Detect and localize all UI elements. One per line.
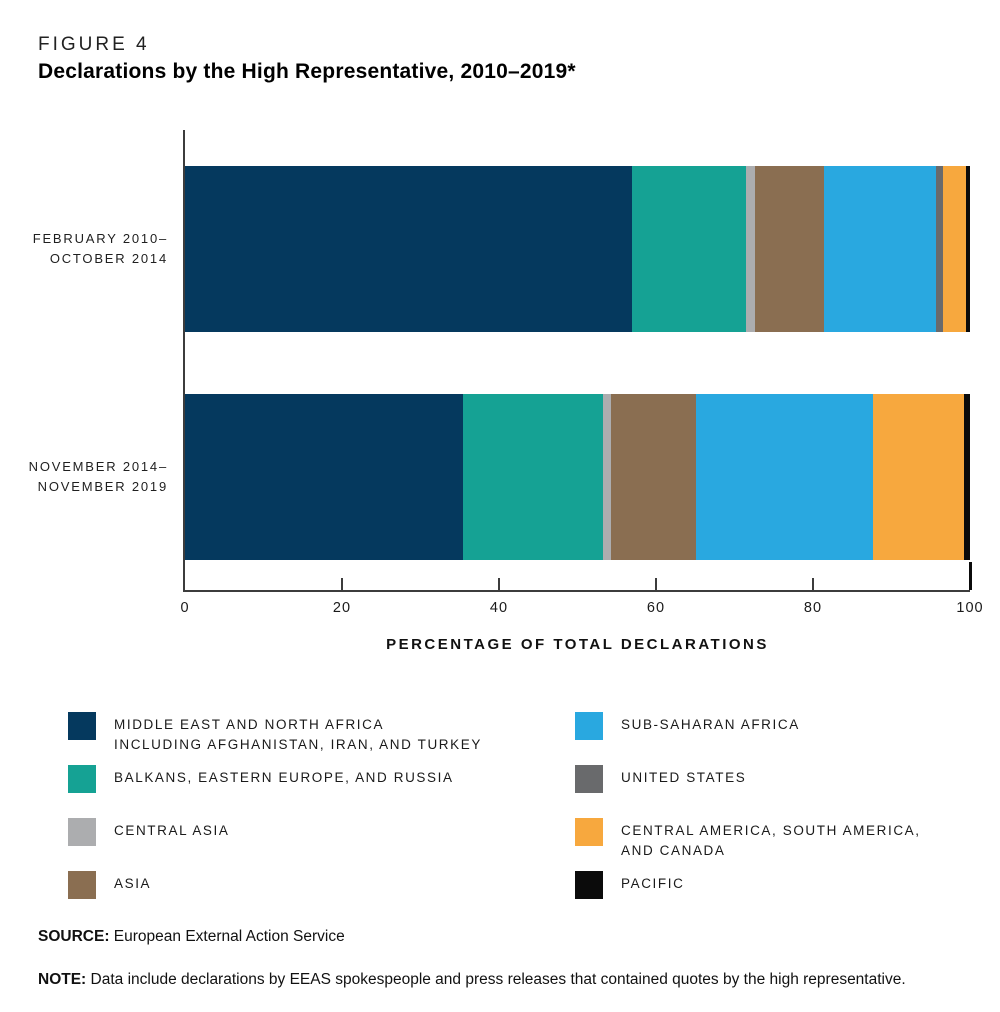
- legend-item-asia: ASIA: [68, 871, 575, 924]
- legend-label-pacific: PACIFIC: [621, 876, 685, 891]
- x-axis-tick-label-0: 0: [180, 600, 190, 616]
- bar-segment-sub-saharan-africa: [823, 166, 937, 332]
- x-axis-tick-20: [341, 578, 343, 590]
- x-axis-tick-label-40: 40: [489, 600, 509, 616]
- legend-swatch-central-america-south-america-canada: [575, 818, 603, 846]
- note-text: Data include declarations by EEAS spokes…: [90, 971, 906, 988]
- legend-item-central-america-south-america-canada: CENTRAL AMERICA, SOUTH AMERICA, AND CANAD…: [575, 818, 921, 871]
- bar-segment-central-asia: [602, 394, 612, 560]
- bar-segment-central-america-south-america-canada: [943, 166, 967, 332]
- note-label: NOTE:: [38, 971, 87, 988]
- legend-item-united-states: UNITED STATES: [575, 765, 921, 818]
- x-axis-title: PERCENTAGE OF TOTAL DECLARATIONS: [386, 636, 769, 653]
- legend-item-middle-east-north-africa: MIDDLE EAST AND NORTH AFRICA INCLUDING AF…: [68, 712, 575, 765]
- figure-title: Declarations by the High Representative,…: [38, 60, 576, 83]
- legend-label-central-asia: CENTRAL ASIA: [114, 823, 230, 838]
- legend-item-balkans-eastern-europe-russia: BALKANS, EASTERN EUROPE, AND RUSSIA: [68, 765, 575, 818]
- source-label: SOURCE:: [38, 928, 110, 945]
- legend-label-united-states: UNITED STATES: [621, 770, 747, 785]
- source-line: SOURCE: European External Action Service: [38, 928, 345, 946]
- note-line: NOTE: Data include declarations by EEAS …: [38, 971, 906, 989]
- x-axis-tick-label-100: 100: [956, 600, 984, 616]
- bar-segment-balkans-eastern-europe-russia: [462, 394, 603, 560]
- bar-segment-balkans-eastern-europe-russia: [632, 166, 747, 332]
- legend-item-pacific: PACIFIC: [575, 871, 921, 924]
- legend-label-central-america-south-america-canada: CENTRAL AMERICA, SOUTH AMERICA, AND CANAD…: [621, 823, 921, 859]
- plot-area: 0 20 40 60 80 100 PERCENTAGE OF TOTAL DECLARA…: [180, 130, 983, 653]
- bar-segment-central-asia: [746, 166, 755, 332]
- bar-segment-pacific: [966, 166, 970, 332]
- x-axis-tick-label-20: 20: [332, 600, 352, 616]
- legend-item-central-asia: CENTRAL ASIA: [68, 818, 575, 871]
- legend-item-sub-saharan-africa: SUB-SAHARAN AFRICA: [575, 712, 921, 765]
- legend-swatch-asia: [68, 871, 96, 899]
- y-axis-category-label-1: NOVEMBER 2014– NOVEMBER 2019: [28, 459, 168, 494]
- stacked-bar-row-1: [185, 394, 970, 560]
- x-axis-tick-60: [655, 578, 657, 590]
- stacked-bar-row-0: [185, 166, 970, 332]
- bar-segment-united-states: [936, 166, 944, 332]
- x-axis-tick-40: [498, 578, 500, 590]
- legend-swatch-sub-saharan-africa: [575, 712, 603, 740]
- legend-swatch-united-states: [575, 765, 603, 793]
- bar-segment-middle-east-north-africa: [185, 394, 463, 560]
- bar-segment-asia: [754, 166, 824, 332]
- bar-segment-asia: [611, 394, 696, 560]
- x-axis-tick-80: [812, 578, 814, 590]
- bar-segment-central-america-south-america-canada: [873, 394, 965, 560]
- source-text: European External Action Service: [113, 928, 345, 945]
- legend-label-middle-east-north-africa: MIDDLE EAST AND NORTH AFRICA INCLUDING AF…: [114, 717, 482, 753]
- legend-swatch-balkans-eastern-europe-russia: [68, 765, 96, 793]
- x-axis-tick-labels: 0 20 40 60 80 100: [180, 590, 982, 620]
- y-axis-category-label-0: FEBRUARY 2010– OCTOBER 2014: [32, 231, 168, 266]
- bar-segment-middle-east-north-africa: [185, 166, 633, 332]
- legend-label-balkans-eastern-europe-russia: BALKANS, EASTERN EUROPE, AND RUSSIA: [114, 770, 454, 785]
- x-axis-tick-label-60: 60: [646, 600, 666, 616]
- bar-segment-sub-saharan-africa: [695, 394, 874, 560]
- legend-label-sub-saharan-africa: SUB-SAHARAN AFRICA: [621, 717, 800, 732]
- legend: MIDDLE EAST AND NORTH AFRICA INCLUDING AF…: [68, 712, 921, 924]
- figure-number-label: FIGURE 4: [38, 34, 150, 55]
- x-axis-tick-label-80: 80: [803, 600, 823, 616]
- x-axis-end-tick-100: [969, 562, 972, 590]
- legend-swatch-pacific: [575, 871, 603, 899]
- legend-label-asia: ASIA: [114, 876, 152, 891]
- bar-segment-pacific: [964, 394, 970, 560]
- legend-swatch-middle-east-north-africa: [68, 712, 96, 740]
- legend-swatch-central-asia: [68, 818, 96, 846]
